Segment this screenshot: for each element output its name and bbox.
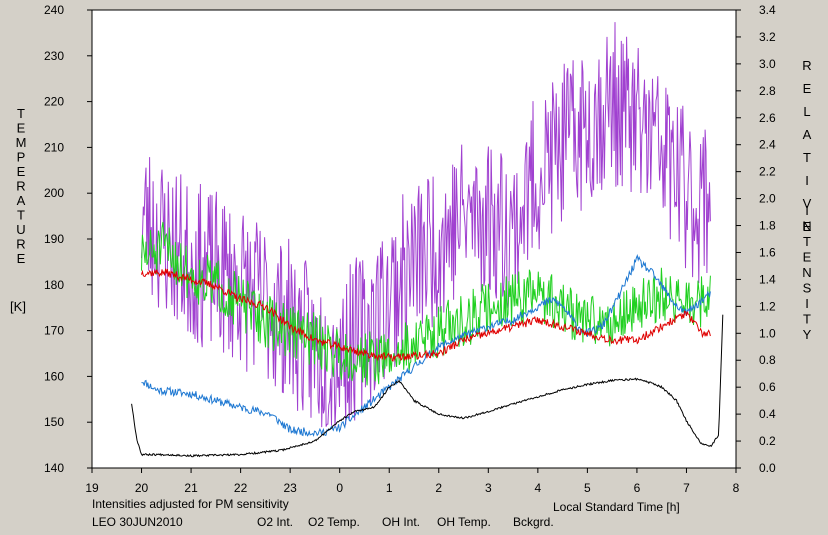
x-tick-label: 19 [85, 481, 99, 495]
x-tick-label: 6 [634, 481, 641, 495]
y-left-tick-label: 170 [44, 324, 64, 338]
y-left-title-letter: E [17, 251, 26, 266]
y-left-title-letter: M [16, 135, 27, 150]
legend-item: O2 Int. [257, 515, 293, 529]
y-right-tick-label: 3.2 [759, 30, 776, 44]
x-tick-label: 3 [485, 481, 492, 495]
y-right-tick-label: 2.8 [759, 84, 776, 98]
y-right-title-letter: I [805, 296, 809, 311]
y-left-tick-label: 140 [44, 461, 64, 475]
y-right-title-letter: R [802, 58, 811, 73]
y-right-title-letter: T [803, 150, 811, 165]
y-right-tick-label: 1.2 [759, 299, 776, 313]
y-left-title-letter: A [17, 193, 26, 208]
legend-item: O2 Temp. [308, 515, 360, 529]
y-right-tick-label: 0.2 [759, 434, 776, 448]
axes: 19 20 21 22 23 0 1 2 3 4 5 6 7 8140150160170180190200… [44, 3, 776, 495]
x-tick-label: 1 [386, 481, 393, 495]
x-tick-label: 7 [683, 481, 690, 495]
y-right-tick-label: 0.0 [759, 461, 776, 475]
x-tick-label: 8 [733, 481, 740, 495]
x-tick-label: 0 [336, 481, 343, 495]
y-right-tick-label: 2.0 [759, 192, 776, 206]
y-left-title-letter: E [17, 164, 26, 179]
y-right-tick-label: 0.8 [759, 353, 776, 367]
y-axis-left-unit: [K] [10, 299, 26, 314]
y-right-title-letter: N [802, 265, 811, 280]
y-right-tick-label: 1.4 [759, 272, 776, 286]
y-left-tick-label: 220 [44, 95, 64, 109]
series-line-bckgrd [131, 314, 724, 458]
y-right-title-letter: Y [803, 327, 812, 342]
y-left-title-letter: E [17, 121, 26, 136]
y-right-title-letter: E [803, 81, 812, 96]
y-left-title-letter: U [16, 222, 25, 237]
y-right-tick-label: 0.6 [759, 380, 776, 394]
x-axis-label: Local Standard Time [h] [553, 500, 680, 514]
y-left-tick-label: 150 [44, 415, 64, 429]
y-right-tick-label: 3.0 [759, 57, 776, 71]
y-left-tick-label: 160 [44, 369, 64, 383]
y-right-title-letter: I [805, 203, 809, 218]
y-left-title-letter: T [17, 106, 25, 121]
legend-item: OH Int. [382, 515, 420, 529]
x-tick-label: 23 [283, 481, 297, 495]
y-right-title-letter: A [803, 127, 812, 142]
y-left-tick-label: 230 [44, 49, 64, 63]
y-left-tick-label: 200 [44, 186, 64, 200]
y-left-tick-label: 240 [44, 3, 64, 17]
series-line-oh-int [141, 268, 711, 362]
y-right-title-letter: N [802, 219, 811, 234]
y-left-tick-label: 190 [44, 232, 64, 246]
y-right-title-letter: E [803, 250, 812, 265]
x-tick-label: 5 [584, 481, 591, 495]
y-right-tick-label: 2.4 [759, 138, 776, 152]
y-left-tick-label: 180 [44, 278, 64, 292]
plot-series [131, 22, 724, 458]
series-line-o2-int [141, 253, 711, 437]
sensitivity-note: Intensities adjusted for PM sensitivity [92, 497, 289, 511]
x-tick-label: 2 [435, 481, 442, 495]
site-date-label: LEO 30JUN2010 [92, 515, 183, 529]
y-left-title-letter: R [16, 179, 25, 194]
y-left-tick-label: 210 [44, 140, 64, 154]
legend-item: Bckgrd. [513, 515, 554, 529]
y-right-tick-label: 2.6 [759, 111, 776, 125]
y-right-tick-label: 2.2 [759, 165, 776, 179]
x-tick-label: 4 [535, 481, 542, 495]
y-right-tick-label: 1.8 [759, 219, 776, 233]
y-right-title-letter: S [803, 281, 812, 296]
series-line-o2-temp [141, 22, 711, 428]
y-right-title-letter: L [803, 104, 810, 119]
legend: O2 Int. O2 Temp. OH Int. OH Temp. Bckgrd. [257, 515, 554, 529]
y-right-title-letter: V [803, 196, 812, 211]
y-right-tick-label: 1.0 [759, 326, 776, 340]
y-left-title-letter: R [16, 237, 25, 252]
x-tick-label: 21 [184, 481, 198, 495]
y-right-title-letter: I [805, 173, 809, 188]
y-right-tick-label: 3.4 [759, 3, 776, 17]
y-left-title-letter: P [17, 150, 26, 165]
y-left-title-letter: T [17, 208, 25, 223]
x-tick-label: 22 [234, 481, 248, 495]
legend-item: OH Temp. [437, 515, 491, 529]
series-line-oh-temp [141, 221, 711, 386]
y-right-title-letter: T [803, 312, 811, 327]
x-tick-label: 20 [135, 481, 149, 495]
y-right-tick-label: 1.6 [759, 245, 776, 259]
y-right-title-letter: E [803, 219, 812, 234]
y-right-title-letter: T [803, 234, 811, 249]
y-right-tick-label: 0.4 [759, 407, 776, 421]
